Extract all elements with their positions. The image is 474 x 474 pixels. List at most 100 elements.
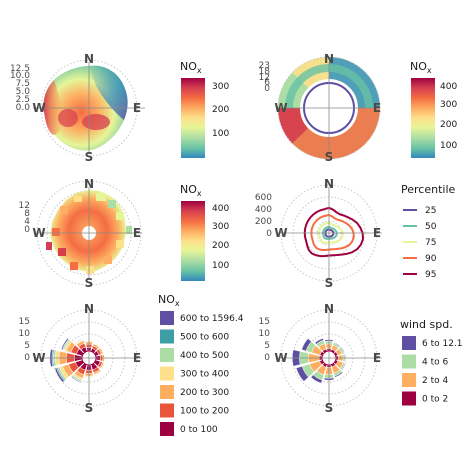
polar-annulus-hour-panel: N E S W 23 18 12 6 0 NOx 400 300 200 100	[259, 52, 458, 164]
compass-east: E	[133, 351, 141, 365]
compass-north: N	[84, 177, 94, 191]
rose-wedge	[334, 371, 344, 378]
colorbar-tick-label: 300	[212, 222, 229, 232]
legend-swatch	[160, 366, 174, 381]
radial-tick-label: 10	[259, 329, 271, 339]
legend-swatch	[160, 385, 174, 399]
colorbar-tick-label: 300	[212, 82, 229, 92]
heatmap-hotspot	[58, 109, 78, 127]
rose-wedge	[100, 362, 105, 370]
radial-tick-label: 5	[24, 341, 30, 351]
colorbar-tick-label: 100	[212, 129, 229, 139]
percentile-rose-panel: N E S W 600 400 200 0 Percentile 25 50 75 9…	[255, 177, 456, 290]
radial-tick-labels: 12 8 4 0	[19, 201, 31, 235]
compass-east: E	[373, 101, 381, 115]
legend-label: 2 to 4	[422, 376, 448, 386]
legend-title: NOx	[180, 183, 202, 198]
legend-swatch	[160, 403, 174, 418]
percentile-legend: Percentile 25 50 75 90 95	[401, 183, 456, 280]
rose-wedge	[314, 337, 324, 345]
legend-label: 95	[425, 270, 436, 280]
legend-label: 50	[425, 222, 437, 232]
compass-south: S	[325, 401, 334, 415]
rose-wedge	[70, 376, 82, 384]
colorbar-tick-label: 100	[440, 141, 457, 151]
wind-rose-panel: N E S W 15 10 5 0 wind spd. 6 to 12.1 4 t…	[259, 302, 463, 415]
radial-tick-label: 7.5	[16, 79, 30, 89]
legend-title: NOx	[410, 60, 432, 75]
polar-frequency-panel: N E S W 12 8 4 0 NOx 400 300 200 100	[19, 177, 230, 290]
rose-wedge	[74, 338, 84, 344]
legend-swatch	[160, 422, 174, 436]
radial-tick-labels: 15 10 5 0	[259, 317, 271, 363]
legend-label: 500 to 600	[180, 333, 229, 343]
compass-west: W	[274, 101, 287, 115]
radial-tick-label: 0.0	[16, 103, 31, 113]
rose-wedge	[310, 374, 323, 384]
legend-title: NOx	[180, 60, 202, 75]
legend-swatch	[160, 348, 174, 362]
rose-wedge	[60, 337, 69, 351]
radial-tick-label: 12	[19, 201, 30, 211]
colorbar	[181, 78, 205, 158]
legend-label: 0 to 2	[422, 395, 448, 405]
polar-plot-wind-speed-panel: N E S W 12.5 10.0 7.5 5.0 2.5 0.0 NOx 30…	[10, 52, 229, 164]
radial-tick-label: 15	[19, 317, 30, 327]
radial-tick-labels: 12.5 10.0 7.5 5.0 2.5 0.0	[10, 64, 30, 113]
colorbar	[181, 201, 205, 281]
wind-rose-wedges	[291, 337, 347, 384]
radial-tick-label: 12	[259, 73, 270, 83]
compass-east: E	[373, 351, 381, 365]
rose-wedge	[93, 342, 101, 348]
colorbar-legend: NOx 400 300 200 100	[180, 183, 229, 281]
radial-tick-label: 6	[264, 78, 270, 88]
colorbar	[411, 78, 435, 158]
legend-label: 6 to 12.1	[422, 339, 463, 349]
rose-wedge	[295, 365, 309, 382]
legend-label: 0 to 100	[180, 425, 218, 435]
compass-west: W	[32, 351, 45, 365]
compass-east: E	[133, 226, 141, 240]
colorbar-tick-label: 300	[440, 100, 457, 110]
legend-label: 400 to 500	[180, 351, 229, 361]
compass-south: S	[325, 276, 334, 290]
legend-title: NOx	[158, 293, 180, 308]
rose-wedge	[84, 377, 94, 379]
radial-tick-label: 10	[19, 329, 31, 339]
colorbar-tick-label: 200	[440, 120, 457, 130]
compass-south: S	[85, 401, 94, 415]
rose-wedge	[340, 362, 347, 371]
legend-title: Percentile	[401, 183, 456, 196]
radial-tick-label: 2.5	[16, 95, 30, 105]
colorbar-legend: NOx 300 200 100	[180, 60, 229, 158]
compass-north: N	[324, 52, 334, 66]
rose-wedge	[99, 346, 105, 354]
legend-swatch	[402, 336, 416, 350]
compass-west: W	[32, 101, 45, 115]
legend-title: wind spd.	[400, 318, 453, 331]
legend-swatch	[160, 311, 174, 325]
legend-label: 600 to 1596.4	[180, 314, 244, 324]
frequency-cells	[46, 193, 132, 274]
compass-south: S	[325, 150, 334, 164]
compass-east: E	[373, 226, 381, 240]
compass-west: W	[274, 226, 287, 240]
percentile-lines	[303, 206, 364, 258]
colorbar-legend: NOx 400 300 200 100	[410, 60, 457, 158]
radial-tick-label: 0	[24, 353, 30, 363]
legend-label: 75	[425, 238, 436, 248]
pollution-legend: NOx 600 to 1596.4 500 to 600 400 to 500 300…	[158, 293, 244, 436]
radial-tick-label: 18	[259, 67, 271, 77]
legend-swatch	[402, 373, 416, 387]
rose-wedge	[104, 354, 106, 362]
compass-north: N	[324, 177, 334, 191]
rose-wedge	[333, 342, 341, 347]
legend-label: 300 to 400	[180, 370, 229, 380]
radial-tick-label: 4	[24, 217, 30, 227]
compass-south: S	[85, 276, 94, 290]
radial-tick-label: 0	[264, 84, 270, 94]
radial-tick-labels: 15 10 5 0	[19, 317, 31, 363]
radial-tick-label: 600	[255, 193, 272, 203]
